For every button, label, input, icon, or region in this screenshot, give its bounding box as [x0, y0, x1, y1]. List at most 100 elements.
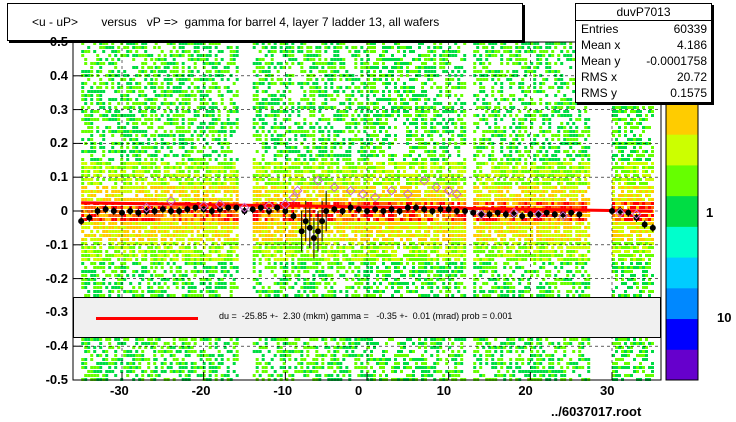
heatmap-cell — [300, 186, 304, 189]
heatmap-cell — [141, 134, 145, 137]
heatmap-cell — [351, 94, 355, 97]
heatmap-cell — [202, 78, 206, 81]
heatmap-cell — [294, 130, 298, 133]
heatmap-cell — [229, 258, 233, 261]
heatmap-cell — [223, 138, 227, 141]
heatmap-cell — [211, 82, 215, 85]
heatmap-cell — [108, 126, 112, 129]
heatmap-cell — [315, 78, 319, 81]
heatmap-cell — [178, 186, 182, 189]
heatmap-cell — [144, 170, 148, 173]
heatmap-cell — [172, 258, 176, 261]
heatmap-cell — [336, 270, 340, 273]
heatmap-cell — [342, 154, 346, 157]
heatmap-cell — [208, 246, 212, 249]
heatmap-cell — [169, 178, 173, 181]
heatmap-cell — [232, 94, 236, 97]
heatmap-cell — [232, 278, 236, 281]
heatmap-cell — [336, 50, 340, 53]
heatmap-cell — [354, 54, 358, 57]
heatmap-cell — [157, 166, 161, 169]
heatmap-cell — [312, 170, 316, 173]
heatmap-cell — [126, 274, 130, 277]
heatmap-cell — [102, 230, 106, 233]
heatmap-cell — [285, 262, 289, 265]
heatmap-cell — [190, 82, 194, 85]
heatmap-cell — [223, 242, 227, 245]
heatmap-cell — [81, 226, 85, 229]
heatmap-cell — [285, 50, 289, 53]
heatmap-cell — [330, 106, 334, 109]
heatmap-cell — [321, 130, 325, 133]
heatmap-cell — [199, 234, 203, 237]
heatmap-cell — [351, 198, 355, 201]
heatmap-cell — [354, 338, 358, 341]
heatmap-cell — [117, 290, 121, 293]
heatmap-cell — [315, 46, 319, 49]
heatmap-cell — [87, 70, 91, 73]
heatmap-cell — [315, 350, 319, 353]
heatmap-cell — [81, 110, 85, 113]
heatmap-cell — [336, 342, 340, 345]
heatmap-cell — [267, 258, 271, 261]
heatmap-cell — [357, 182, 361, 185]
heatmap-cell — [354, 362, 358, 365]
heatmap-cell — [135, 218, 139, 221]
heatmap-cell — [339, 214, 343, 217]
heatmap-cell — [211, 230, 215, 233]
heatmap-cell — [178, 86, 182, 89]
heatmap-cell — [178, 42, 182, 45]
heatmap-cell — [318, 226, 322, 229]
heatmap-cell — [285, 74, 289, 77]
heatmap-cell — [261, 66, 265, 69]
heatmap-cell — [309, 282, 313, 285]
heatmap-cell — [157, 58, 161, 61]
heatmap-cell — [129, 206, 133, 209]
heatmap-cell — [330, 86, 334, 89]
heatmap-cell — [285, 118, 289, 121]
heatmap-cell — [184, 194, 188, 197]
heatmap-cell — [336, 362, 340, 365]
heatmap-cell — [190, 270, 194, 273]
heatmap-cell — [336, 246, 340, 249]
heatmap-cell — [217, 174, 221, 177]
heatmap-cell — [154, 258, 158, 261]
heatmap-cell — [357, 122, 361, 125]
heatmap-cell — [181, 246, 185, 249]
heatmap-cell — [96, 166, 100, 169]
heatmap-cell — [226, 62, 230, 65]
heatmap-cell — [327, 178, 331, 181]
heatmap-cell — [99, 106, 103, 109]
heatmap-cell — [81, 230, 85, 233]
heatmap-cell — [345, 150, 349, 153]
heatmap-cell — [166, 66, 170, 69]
heatmap-cell — [135, 214, 139, 217]
heatmap-cell — [196, 166, 200, 169]
heatmap-cell — [232, 162, 236, 165]
heatmap-cell — [255, 350, 259, 353]
heatmap-cell — [270, 234, 274, 237]
heatmap-cell — [291, 130, 295, 133]
heatmap-cell — [339, 86, 343, 89]
heatmap-cell — [150, 134, 154, 137]
heatmap-cell — [166, 262, 170, 265]
heatmap-cell — [111, 174, 115, 177]
heatmap-cell — [345, 86, 349, 89]
heatmap-cell — [157, 282, 161, 285]
heatmap-cell — [90, 206, 94, 209]
heatmap-cell — [336, 174, 340, 177]
heatmap-cell — [232, 226, 236, 229]
heatmap-cell — [321, 166, 325, 169]
heatmap-cell — [321, 246, 325, 249]
heatmap-cell — [360, 338, 364, 341]
heatmap-cell — [288, 158, 292, 161]
heatmap-cell — [273, 262, 277, 265]
heatmap-cell — [217, 218, 221, 221]
heatmap-cell — [163, 78, 167, 81]
heatmap-cell — [87, 50, 91, 53]
heatmap-cell — [223, 106, 227, 109]
heatmap-cell — [132, 242, 136, 245]
heatmap-cell — [181, 94, 185, 97]
heatmap-cell — [309, 70, 313, 73]
heatmap-cell — [181, 46, 185, 49]
